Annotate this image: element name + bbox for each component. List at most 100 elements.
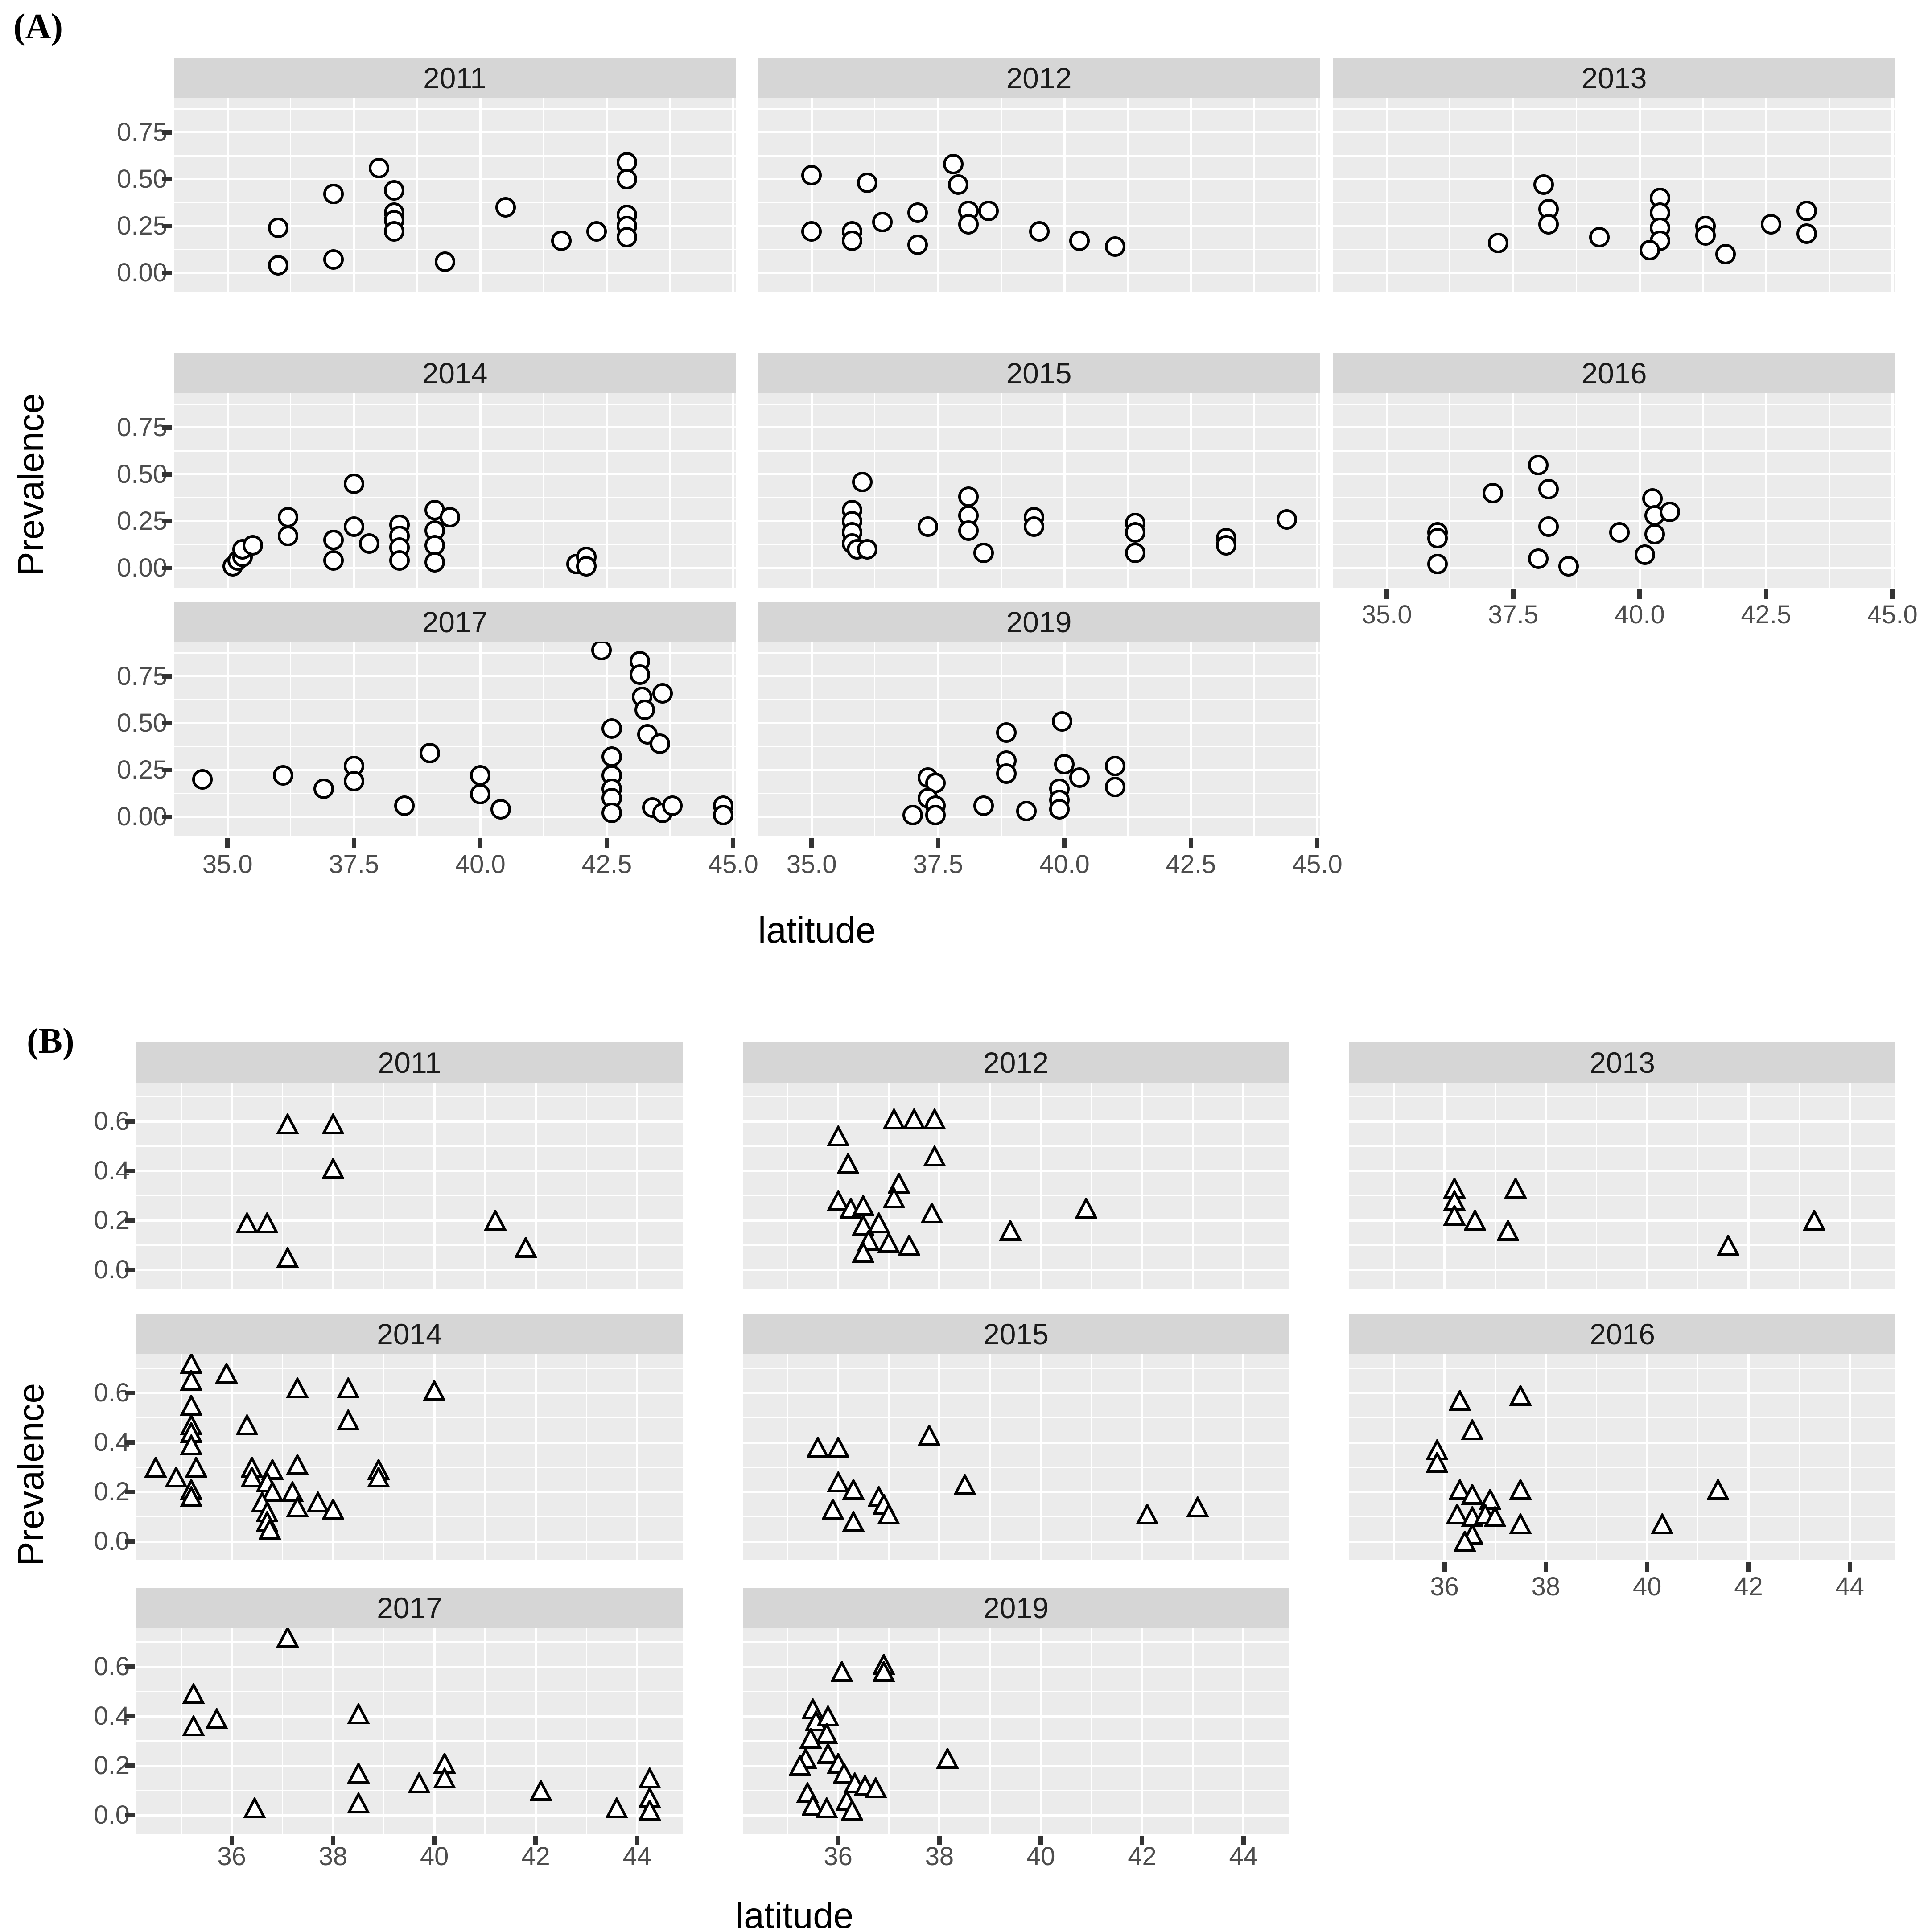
x-major-gridline [433, 1628, 436, 1834]
data-point-triangle [286, 1376, 309, 1399]
x-major-gridline [837, 1083, 840, 1289]
data-point-triangle [179, 1485, 203, 1508]
facet-panel-B-2017 [136, 1628, 683, 1834]
y-major-gridline [758, 567, 1320, 569]
x-tick-label: 42.5 [581, 850, 632, 879]
x-major-gridline [231, 1354, 233, 1560]
y-tick-label: 0.6 [94, 1378, 130, 1408]
x-tick-label: 35.0 [202, 850, 253, 879]
x-tick-label: 37.5 [329, 850, 379, 879]
data-point-circle [384, 180, 405, 201]
y-major-gridline [743, 1540, 1289, 1543]
y-major-gridline [743, 1441, 1289, 1444]
x-major-gridline [636, 1628, 639, 1834]
data-point-circle [1796, 223, 1817, 244]
x-minor-gridline [290, 393, 292, 588]
data-point-circle [902, 804, 923, 825]
x-minor-gridline [1393, 1083, 1395, 1289]
y-minor-gridline [174, 248, 736, 250]
y-tick-mark [125, 1119, 135, 1124]
facet-strip-label: 2014 [377, 1318, 442, 1351]
x-minor-gridline [281, 1354, 283, 1560]
data-point-circle [1715, 243, 1736, 264]
x-major-gridline [332, 1628, 334, 1834]
data-point-triangle [936, 1747, 960, 1769]
x-minor-gridline [585, 1354, 587, 1560]
y-major-gridline [743, 1269, 1289, 1271]
y-tick-label: 0.00 [117, 258, 167, 287]
data-point-triangle [1651, 1512, 1674, 1535]
x-major-gridline [353, 98, 355, 292]
y-major-gridline [174, 567, 736, 569]
x-major-gridline [353, 642, 355, 836]
x-major-gridline [937, 98, 939, 292]
data-point-circle [1427, 527, 1448, 548]
data-point-triangle [182, 1682, 206, 1705]
y-tick-mark [125, 1539, 135, 1544]
panel-a-y-axis-title: Prevalence [11, 393, 51, 577]
panel-a-tag: (A) [13, 7, 63, 46]
data-point-triangle [1446, 1502, 1469, 1525]
data-point-triangle [1448, 1388, 1471, 1411]
x-major-gridline [938, 1083, 941, 1289]
data-point-circle [1528, 548, 1549, 569]
y-minor-gridline [758, 652, 1320, 654]
y-minor-gridline [136, 1244, 683, 1246]
x-minor-gridline [787, 1628, 788, 1834]
panel-a-x-axis-title: latitude [758, 910, 876, 951]
x-tick-label: 40 [1026, 1842, 1055, 1871]
y-tick-label: 0.2 [94, 1477, 130, 1507]
y-minor-gridline [136, 1641, 683, 1643]
x-tick-mark [1645, 1562, 1650, 1572]
y-major-gridline [174, 675, 736, 678]
data-point-circle [1558, 556, 1579, 577]
data-point-triangle [826, 1470, 850, 1493]
data-point-circle [907, 202, 928, 223]
x-major-gridline [1242, 1083, 1245, 1289]
x-minor-gridline [1829, 98, 1830, 292]
y-major-gridline [1333, 131, 1895, 134]
x-major-gridline [1646, 1354, 1648, 1560]
x-tick-mark [1140, 1836, 1145, 1845]
y-major-gridline [174, 225, 736, 227]
y-tick-mark [162, 814, 172, 819]
facet-strip-A-2019: 2019 [758, 602, 1320, 642]
x-minor-gridline [1091, 1628, 1092, 1834]
facet-strip-B-2014: 2014 [136, 1314, 683, 1354]
y-tick-label: 0.25 [117, 506, 167, 536]
facet-strip-label: 2019 [983, 1591, 1049, 1624]
x-major-gridline [332, 1083, 334, 1289]
data-point-triangle [1453, 1529, 1477, 1552]
x-tick-label: 44 [1229, 1842, 1258, 1871]
data-point-circle [1016, 801, 1037, 822]
data-point-circle [1609, 522, 1630, 543]
data-point-circle [490, 799, 511, 820]
y-minor-gridline [174, 544, 736, 545]
facet-strip-B-2012: 2012 [743, 1042, 1289, 1083]
y-tick-label: 0.50 [117, 459, 167, 489]
facet-strip-label: 2017 [377, 1591, 442, 1624]
data-point-circle [872, 212, 893, 233]
y-tick-label: 0.50 [117, 164, 167, 194]
x-minor-gridline [1798, 1083, 1800, 1289]
data-point-triangle [999, 1219, 1022, 1241]
y-major-gridline [743, 1392, 1289, 1394]
x-major-gridline [479, 98, 482, 292]
x-tick-mark [731, 838, 736, 848]
x-minor-gridline [787, 1083, 788, 1289]
x-tick-label: 37.5 [1488, 600, 1539, 629]
x-tick-label: 40 [420, 1842, 449, 1871]
data-point-circle [857, 539, 877, 560]
facet-strip-label: 2012 [983, 1046, 1049, 1079]
data-point-triangle [902, 1107, 926, 1130]
data-point-circle [268, 218, 288, 239]
y-major-gridline [1349, 1170, 1895, 1172]
data-point-triangle [215, 1361, 239, 1384]
data-point-triangle [346, 1702, 370, 1725]
y-minor-gridline [136, 1516, 683, 1518]
y-minor-gridline [758, 699, 1320, 700]
facet-strip-label: 2012 [1006, 62, 1072, 95]
x-major-gridline [1646, 1083, 1648, 1289]
y-minor-gridline [1349, 1195, 1895, 1197]
data-point-triangle [1463, 1208, 1487, 1231]
